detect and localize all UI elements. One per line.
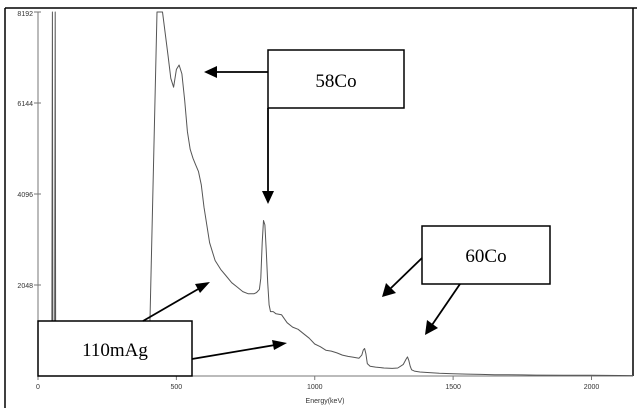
arrow-110mag-up (142, 287, 201, 322)
arrowhead-110mag-up (195, 282, 210, 293)
y-axis-ticks: 2048 4096 6144 8192 (17, 11, 41, 290)
x-tick-label: 2000 (584, 384, 600, 391)
arrow-60co-left (390, 257, 423, 289)
arrowhead-58co-left (204, 66, 217, 78)
x-axis-label: Energy(keV) (306, 398, 345, 405)
callout-label-110mag: 110mAg (82, 340, 148, 361)
y-tick-label: 8192 (17, 11, 33, 18)
arrow-60co-right (431, 283, 461, 326)
arrowhead-60co-left (382, 283, 396, 297)
callout-label-60co: 60Co (465, 246, 506, 267)
x-tick-label: 500 (171, 384, 183, 391)
callout-box-58co (267, 49, 405, 109)
y-tick-label: 6144 (17, 101, 33, 108)
arrowhead-58co-down (262, 191, 274, 204)
x-tick-label: 1500 (445, 384, 461, 391)
callouts: 58Co 60Co 110mAg (37, 49, 551, 377)
y-tick-label: 2048 (17, 283, 33, 290)
callout-label-58co: 58Co (315, 71, 356, 92)
arrowhead-60co-right (425, 320, 438, 335)
arrow-110mag-right (191, 344, 276, 360)
x-tick-label: 0 (36, 384, 40, 391)
callout-arrows (142, 66, 461, 360)
y-tick-label: 4096 (17, 192, 33, 199)
x-tick-label: 1000 (307, 384, 323, 391)
callout-box-110mag (37, 320, 193, 377)
callout-box-60co (421, 225, 551, 285)
arrowhead-110mag-right (272, 340, 287, 350)
